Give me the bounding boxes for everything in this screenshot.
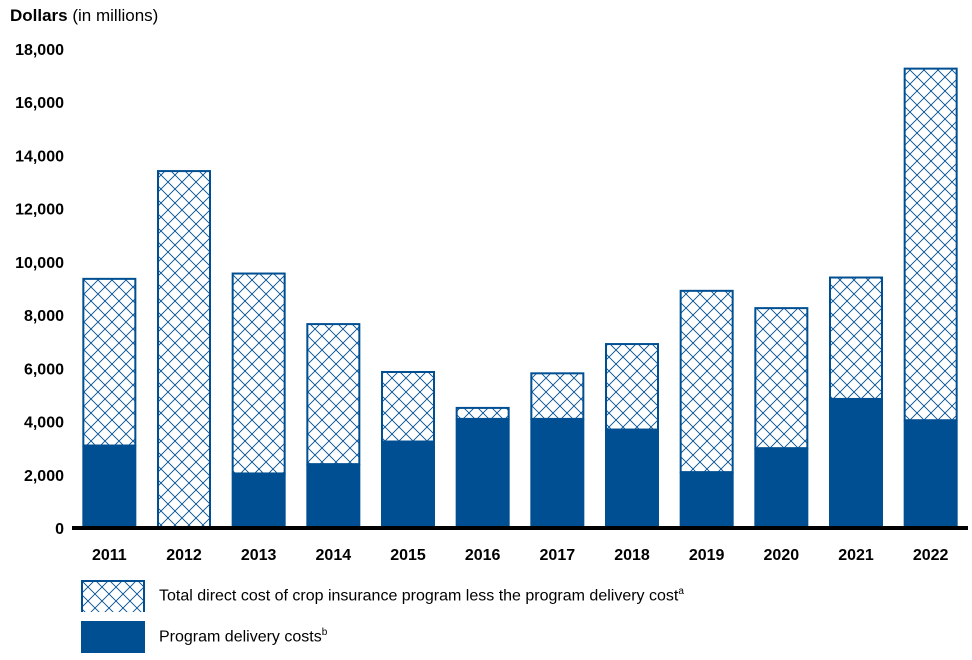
y-tick-label: 16,000 [15,95,64,112]
y-tick-label: 4,000 [24,415,64,432]
bar-segment-program-delivery [306,464,361,528]
legend-item-total-direct-cost: Total direct cost of crop insurance prog… [81,578,684,614]
legend-label-program-delivery: Program delivery costsb [159,627,327,646]
bar-segment-program-delivery [530,418,585,528]
y-tick-label: 14,000 [15,148,64,165]
x-tick-label: 2019 [689,547,725,564]
y-tick-label: 18,000 [15,42,64,59]
x-tick-label: 2013 [241,547,277,564]
x-tick-label: 2015 [390,547,426,564]
y-tick-label: 10,000 [15,255,64,272]
x-tick-label: 2020 [764,547,800,564]
x-tick-label: 2022 [913,547,949,564]
legend-footnote-b: b [321,627,328,639]
x-axis-ticks: 2011 2012 2013 2014 2015 2016 2017 2018 2019 2020… [92,547,949,564]
bar-segment-total-direct-cost [605,343,659,431]
legend-item-program-delivery: Program delivery costsb [81,619,684,655]
y-axis-label: Dollars (in millions) [10,6,158,26]
x-tick-label: 2018 [614,547,650,564]
y-axis-label-rest: (in millions) [67,6,159,25]
y-tick-label: 8,000 [24,308,64,325]
legend-swatch-crosshatch [81,580,145,612]
bar-segment-program-delivery [231,473,286,528]
bar-segment-program-delivery [903,420,958,528]
stacked-bar-chart: 0 2,000 4,000 6,000 8,000 10,000 12,000 14,000 1… [15,42,968,564]
legend-footnote-a: a [678,586,684,598]
y-axis-ticks: 0 2,000 4,000 6,000 8,000 10,000 12,000 14,000 1… [15,42,64,538]
legend-label-total-direct-cost-text: Total direct cost of crop insurance prog… [159,587,679,605]
legend-label-program-delivery-text: Program delivery costs [159,628,322,646]
legend-label-total-direct-cost: Total direct cost of crop insurance prog… [159,586,684,605]
legend-swatch-solid [81,621,145,653]
y-tick-label: 6,000 [24,361,64,378]
bar-segment-program-delivery [754,448,809,528]
bar-segment-total-direct-cost [231,272,286,475]
x-tick-label: 2014 [316,547,352,564]
bars [82,67,958,529]
bar-segment-program-delivery [455,418,510,528]
bar-segment-total-direct-cost [82,277,137,447]
y-tick-label: 2,000 [24,468,64,485]
bar-segment-total-direct-cost [679,289,734,474]
bar-segment-total-direct-cost [903,67,958,422]
bar-segment-total-direct-cost [455,406,510,420]
bar-segment-total-direct-cost [381,370,435,443]
y-tick-label: 0 [55,521,64,538]
bar-segment-total-direct-cost [157,170,211,529]
x-tick-label: 2021 [838,547,874,564]
x-tick-label: 2012 [166,547,202,564]
bar-segment-program-delivery [679,472,734,528]
bar-segment-total-direct-cost [754,307,809,450]
bar-segment-total-direct-cost [306,323,361,466]
y-axis-label-bold: Dollars [10,6,68,25]
legend: Total direct cost of crop insurance prog… [81,578,684,660]
bar-segment-program-delivery [381,441,435,528]
bar-segment-program-delivery [82,445,137,528]
x-tick-label: 2017 [540,547,576,564]
bar-segment-total-direct-cost [829,276,883,400]
x-tick-label: 2016 [465,547,501,564]
bar-segment-program-delivery [829,398,883,528]
bar-segment-total-direct-cost [530,372,585,420]
y-tick-label: 12,000 [15,202,64,219]
x-tick-label: 2011 [92,547,127,564]
bar-segment-program-delivery [605,429,659,528]
